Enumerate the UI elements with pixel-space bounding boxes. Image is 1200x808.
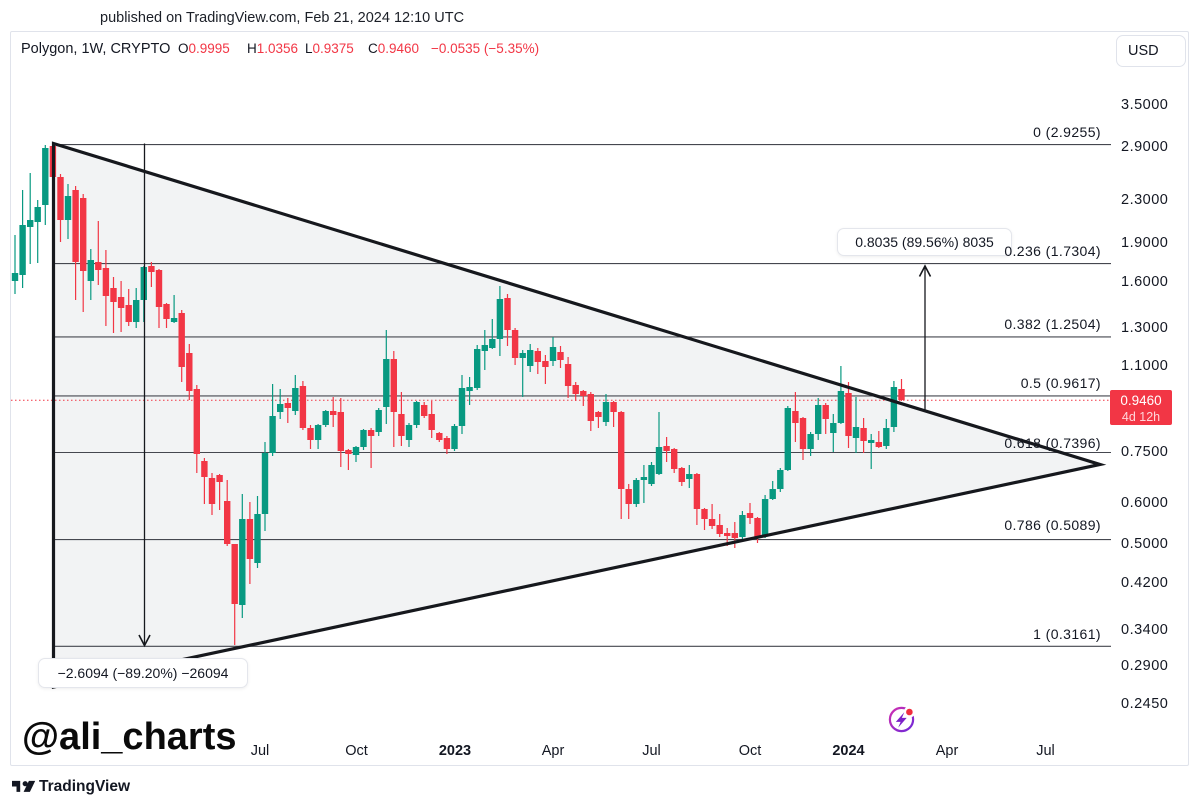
svg-text:0.9460: 0.9460 <box>1120 393 1161 408</box>
svg-text:4d 12h: 4d 12h <box>1122 410 1160 424</box>
